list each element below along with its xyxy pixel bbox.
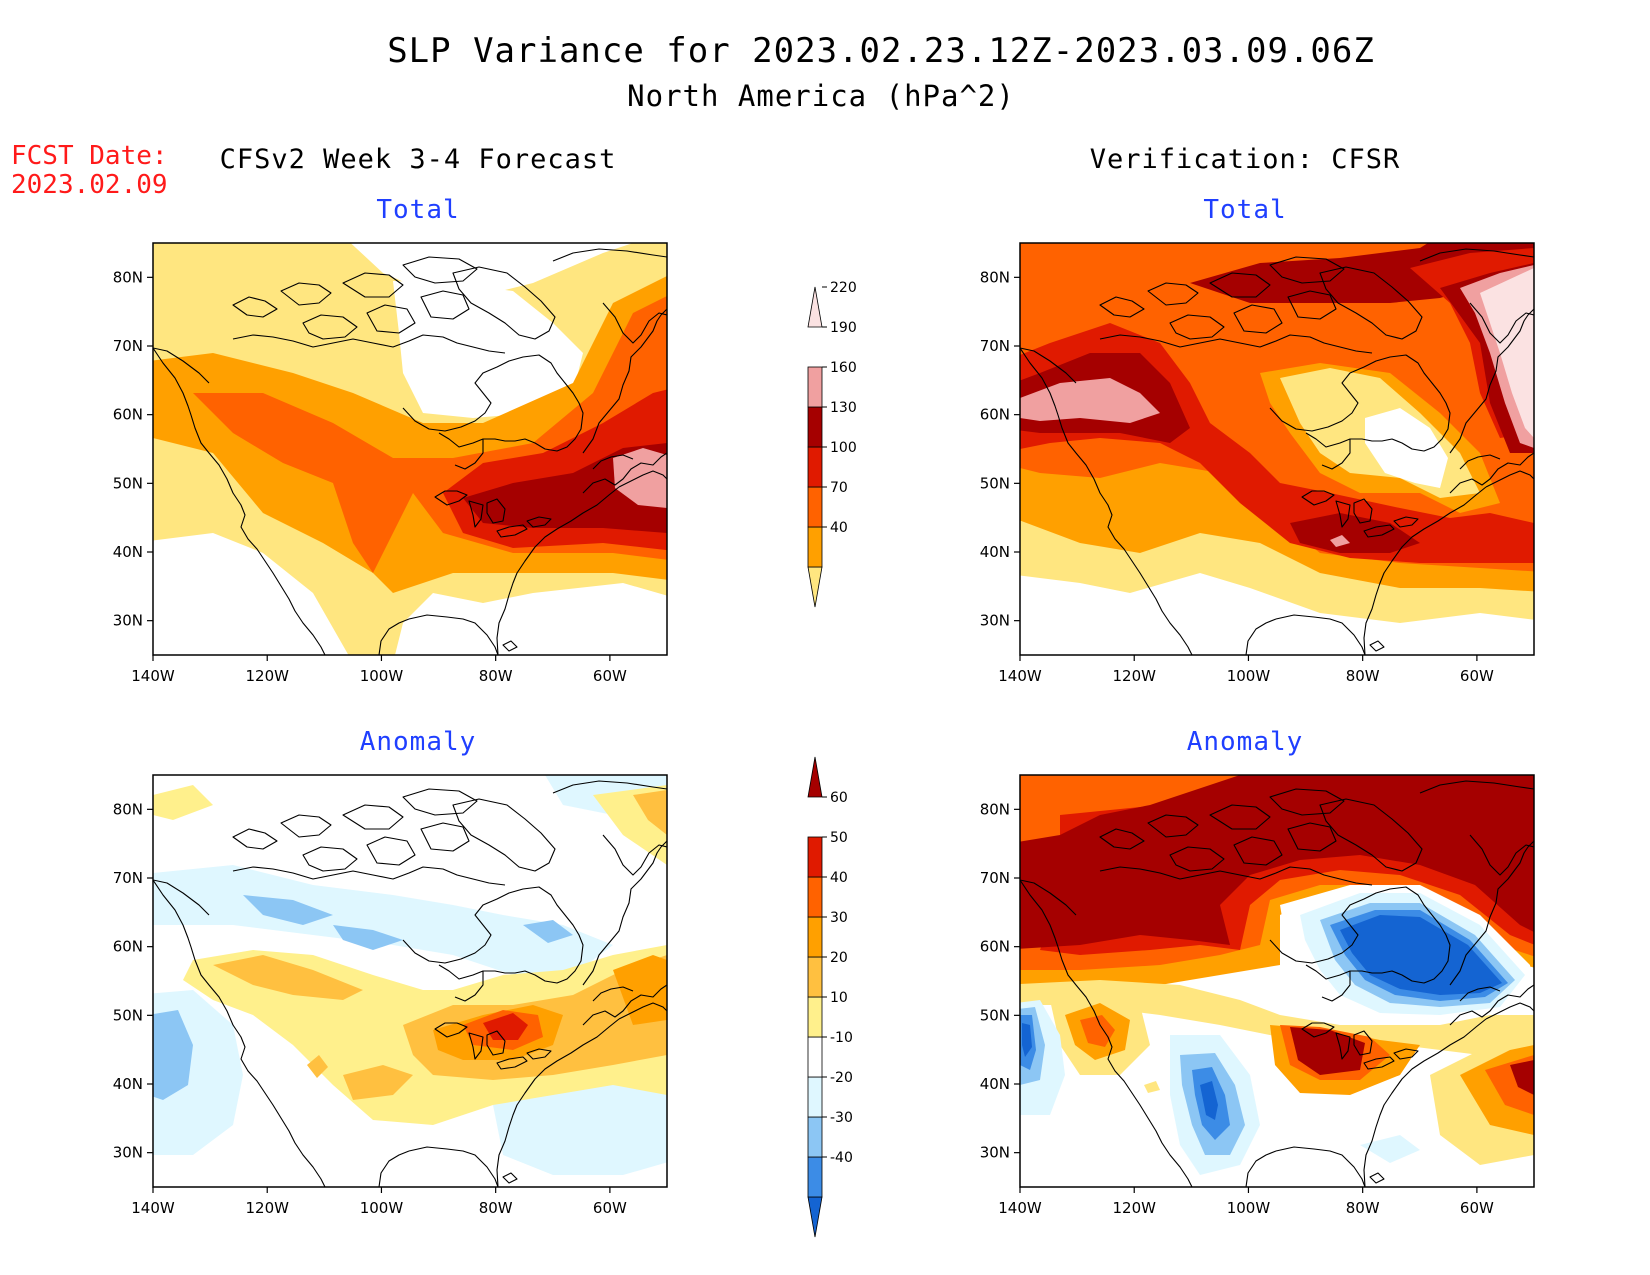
lat-tick-label: 40N [980,1075,1010,1093]
colorbar-label: 40 [830,870,848,886]
fcst-date-label: FCST Date: [11,141,168,171]
lon-tick-label: 100W [360,667,404,685]
lat-tick-label: 50N [113,474,143,492]
column-title-forecast: CFSv2 Week 3-4 Forecast [220,144,617,175]
lat-tick-label: 80N [113,800,143,818]
colorbar-swatch [807,956,823,998]
lat-tick-label: 70N [113,337,143,355]
lon-tick-label: 120W [1112,1199,1156,1217]
colorbar-label: 30 [830,910,848,926]
colorbar-swatch [807,406,823,448]
lon-tick-label: 80W [1346,667,1380,685]
colorbar-label: -20 [830,1070,853,1086]
colorbar-label: 10 [830,990,848,1006]
lon-tick-label: 120W [245,1199,289,1217]
colorbar-swatch [807,996,823,1038]
panel-title-verification-total: Total [1203,195,1286,225]
colorbar-label: 190 [830,320,857,336]
colorbar-label: 60 [830,790,848,806]
lat-tick-label: 80N [980,268,1010,286]
lon-tick-label: 60W [1460,1199,1494,1217]
map-axes: 140W 120W 100W 80W 60W 80N 70N 60N 50N 40N 30N 140W… [113,268,1494,1217]
colorbar-swatch [807,446,823,488]
lon-tick-label: 80W [479,667,513,685]
map-forecast-anomaly [152,774,668,1188]
lon-tick-label: 140W [131,667,175,685]
lat-tick-label: 60N [113,938,143,956]
colorbar-swatch [807,1116,823,1158]
colorbar-label: -40 [830,1150,853,1166]
lat-tick-label: 30N [113,612,143,630]
lon-tick-label: 80W [479,1199,513,1217]
lat-tick-label: 80N [980,800,1010,818]
lon-tick-label: 120W [1112,667,1156,685]
lat-tick-label: 70N [980,337,1010,355]
colorbar-anomaly: -40 -30 -20 -10 10 20 30 40 50 60 [807,756,853,1238]
colorbar-label: 160 [830,360,857,376]
fcst-date-value: 2023.02.09 [11,170,168,200]
panel-title-verification-anomaly: Anomaly [1187,727,1304,757]
colorbar-label: -30 [830,1110,853,1126]
colorbar-label: -10 [830,1030,853,1046]
lat-tick-label: 30N [980,612,1010,630]
lon-tick-label: 120W [245,667,289,685]
colorbar-swatch [807,286,823,328]
colorbar-swatch [807,916,823,958]
lat-tick-label: 50N [113,1006,143,1024]
column-title-verification: Verification: CFSR [1090,144,1401,175]
lat-tick-label: 40N [113,543,143,561]
lat-tick-label: 30N [113,1144,143,1162]
colorbar-swatch [807,836,823,878]
colorbar-label: 50 [830,830,848,846]
colorbar-label: 40 [830,520,848,536]
lat-tick-label: 60N [980,938,1010,956]
colorbar-swatch [807,486,823,528]
colorbar-label: 20 [830,950,848,966]
figure-title: SLP Variance for 2023.02.23.12Z-2023.03.… [387,31,1375,71]
lon-tick-label: 140W [998,667,1042,685]
lat-tick-label: 40N [980,543,1010,561]
lat-tick-label: 70N [113,869,143,887]
lon-tick-label: 140W [998,1199,1042,1217]
colorbar-label: 100 [830,440,857,456]
panel-title-forecast-total: Total [376,195,459,225]
figure-subtitle: North America (hPa^2) [627,79,1015,113]
lon-tick-label: 100W [1227,1199,1271,1217]
colorbar-swatch [807,876,823,918]
colorbar-label: 70 [830,480,848,496]
colorbar-swatch [807,1196,823,1238]
lat-tick-label: 60N [980,406,1010,424]
lon-tick-label: 60W [593,1199,627,1217]
map-verification-total [1019,242,1535,656]
lon-tick-label: 100W [1227,667,1271,685]
colorbar-swatch [807,566,823,608]
colorbar-swatch [807,756,823,798]
lat-tick-label: 80N [113,268,143,286]
lat-tick-label: 40N [113,1075,143,1093]
lon-tick-label: 60W [1460,667,1494,685]
lon-tick-label: 100W [360,1199,404,1217]
lon-tick-label: 140W [131,1199,175,1217]
map-verification-anomaly [1019,774,1535,1188]
panel-title-forecast-anomaly: Anomaly [360,727,477,757]
colorbar-swatch [807,526,823,568]
lon-tick-label: 60W [593,667,627,685]
colorbar-label: 220 [830,280,857,296]
lat-tick-label: 60N [113,406,143,424]
colorbar-swatch [807,1036,823,1078]
lat-tick-label: 50N [980,474,1010,492]
lon-tick-label: 80W [1346,1199,1380,1217]
lat-tick-label: 70N [980,869,1010,887]
colorbar-total: 40 70 100 130 160 190 220 [807,280,857,608]
colorbar-swatch [807,366,823,408]
colorbar-swatch [807,1156,823,1198]
colorbar-label: 130 [830,400,857,416]
lat-tick-label: 30N [980,1144,1010,1162]
colorbar-swatch [807,1076,823,1118]
map-forecast-total [152,242,668,656]
lat-tick-label: 50N [980,1006,1010,1024]
